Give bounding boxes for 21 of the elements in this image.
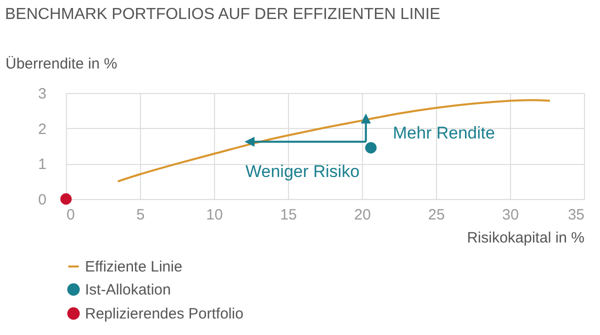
line-series xyxy=(116,99,551,182)
x-tick-label: 20 xyxy=(354,206,371,224)
x-tick-label: 15 xyxy=(280,206,297,224)
legend-label: Effiziente Linie xyxy=(85,258,182,276)
y-tick-label: 2 xyxy=(38,120,46,138)
y-axis-title: Überrendite in % xyxy=(6,56,118,72)
x-tick-label: 5 xyxy=(136,206,145,224)
annotation: Mehr Rendite xyxy=(392,124,495,142)
x-tick-label: 10 xyxy=(206,206,223,224)
chart-title: BENCHMARK PORTFOLIOS AUF DER EFFIZIENTEN LINIE xyxy=(5,6,440,23)
x-tick-label: 30 xyxy=(502,206,519,224)
y-tick-label: 3 xyxy=(38,86,46,102)
x-tick-label: 0 xyxy=(66,206,75,224)
y-tick-label: 1 xyxy=(38,156,46,174)
annotation: Weniger Risiko xyxy=(246,162,360,181)
x-tick-label: 35 xyxy=(568,206,584,224)
y-tick-label: 0 xyxy=(38,192,46,208)
legend-label: Ist-Allokation xyxy=(85,282,171,298)
legend-label: Replizierendes Portfolio xyxy=(85,306,244,322)
x-tick-label: 25 xyxy=(428,206,445,224)
x-axis-title: Risikokapital in % xyxy=(466,230,584,246)
